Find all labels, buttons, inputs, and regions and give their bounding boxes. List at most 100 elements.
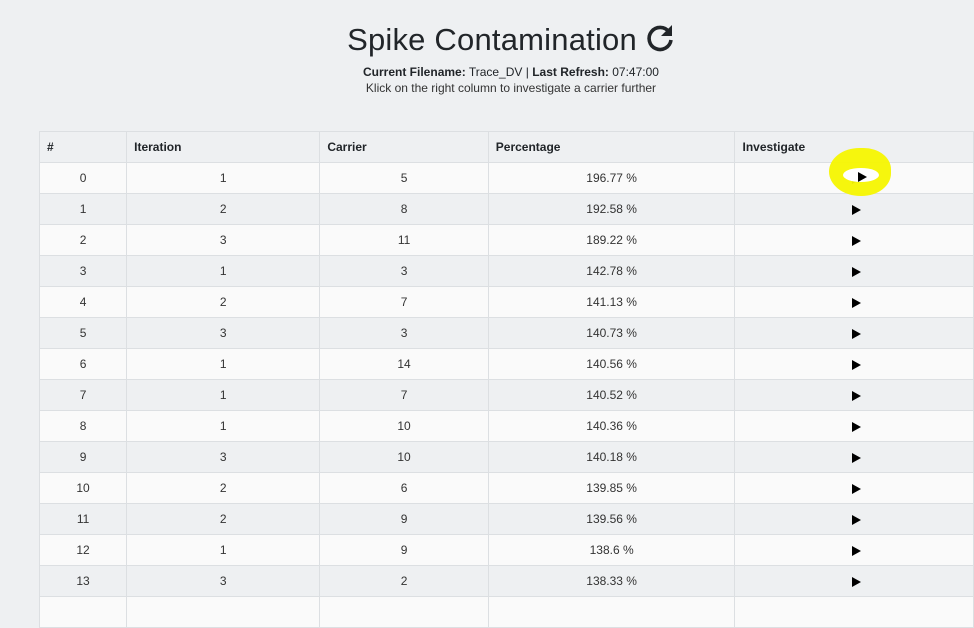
cell-iteration: 1 bbox=[126, 255, 321, 287]
cell-percentage: 141.13 % bbox=[487, 286, 736, 318]
investigate-hint: Klick on the right column to investigate… bbox=[365, 81, 657, 95]
play-icon[interactable] bbox=[852, 421, 862, 432]
play-icon[interactable] bbox=[852, 545, 862, 556]
cell-investigate[interactable] bbox=[734, 348, 974, 380]
cell-iteration: 1 bbox=[126, 379, 321, 411]
table-row: 4 2 7 141.13 % bbox=[38, 286, 974, 318]
cell-iteration: 2 bbox=[126, 286, 321, 318]
last-refresh-label: Last Refresh: bbox=[532, 65, 609, 79]
cell-iteration: 1 bbox=[126, 162, 321, 194]
cell-index: 13 bbox=[38, 565, 128, 597]
cell-index: 6 bbox=[38, 348, 128, 380]
cell-investigate[interactable] bbox=[734, 472, 974, 504]
cell-investigate[interactable] bbox=[734, 317, 974, 349]
column-header-iteration: Iteration bbox=[126, 131, 321, 163]
table-row: 1 2 8 192.58 % bbox=[38, 193, 974, 225]
table-row bbox=[38, 596, 974, 628]
cell-percentage: 192.58 % bbox=[487, 193, 736, 225]
file-meta: Current Filename: Trace_DV | Last Refres… bbox=[0, 64, 974, 80]
cell-carrier: 2 bbox=[319, 565, 489, 597]
cell-investigate[interactable] bbox=[734, 596, 974, 628]
cell-percentage: 140.56 % bbox=[487, 348, 736, 380]
cell-iteration: 3 bbox=[126, 565, 321, 597]
table-row: 5 3 3 140.73 % bbox=[38, 317, 974, 349]
play-icon[interactable] bbox=[852, 297, 862, 308]
meta-separator: | bbox=[525, 65, 529, 79]
cell-index: 8 bbox=[38, 410, 128, 442]
play-icon[interactable] bbox=[852, 204, 862, 215]
cell-carrier: 10 bbox=[319, 441, 489, 473]
cell-carrier: 9 bbox=[319, 503, 489, 535]
cell-iteration bbox=[126, 596, 321, 628]
play-icon[interactable] bbox=[852, 173, 862, 184]
cell-percentage: 138.33 % bbox=[487, 565, 736, 597]
cell-percentage: 140.73 % bbox=[487, 317, 736, 349]
cell-investigate[interactable] bbox=[734, 193, 974, 225]
play-icon[interactable] bbox=[852, 359, 862, 370]
cell-percentage: 139.85 % bbox=[487, 472, 736, 504]
cell-carrier: 10 bbox=[319, 410, 489, 442]
cell-investigate[interactable] bbox=[734, 162, 974, 194]
play-icon[interactable] bbox=[852, 266, 862, 277]
cell-index bbox=[38, 596, 128, 628]
cell-iteration: 1 bbox=[126, 410, 321, 442]
cell-percentage: 140.18 % bbox=[487, 441, 736, 473]
column-header-investigate: Investigate bbox=[734, 131, 974, 163]
cell-investigate[interactable] bbox=[734, 410, 974, 442]
column-header-carrier: Carrier bbox=[319, 131, 489, 163]
cell-investigate[interactable] bbox=[734, 565, 974, 597]
cell-index: 0 bbox=[38, 162, 128, 194]
table-row: 9 3 10 140.18 % bbox=[38, 441, 974, 473]
play-icon[interactable] bbox=[852, 514, 862, 525]
cell-investigate[interactable] bbox=[734, 286, 974, 318]
cell-carrier bbox=[319, 596, 489, 628]
cell-investigate[interactable] bbox=[734, 441, 974, 473]
table-row: 12 1 9 138.6 % bbox=[38, 534, 974, 566]
play-icon[interactable] bbox=[852, 483, 862, 494]
cell-investigate[interactable] bbox=[734, 503, 974, 535]
cell-percentage: 139.56 % bbox=[487, 503, 736, 535]
last-refresh-value: 07:47:00 bbox=[612, 65, 659, 79]
cell-index: 4 bbox=[38, 286, 128, 318]
cell-index: 12 bbox=[38, 534, 128, 566]
table-row: 0 1 5 196.77 % bbox=[38, 162, 974, 194]
cell-percentage bbox=[487, 596, 736, 628]
table-row: 8 1 10 140.36 % bbox=[38, 410, 974, 442]
table-row: 13 3 2 138.33 % bbox=[38, 565, 974, 597]
table-row: 11 2 9 139.56 % bbox=[38, 503, 974, 535]
cell-index: 5 bbox=[38, 317, 128, 349]
play-icon[interactable] bbox=[852, 235, 862, 246]
cell-investigate[interactable] bbox=[734, 534, 974, 566]
refresh-icon[interactable] bbox=[645, 23, 675, 53]
filename-value: Trace_DV bbox=[468, 65, 523, 79]
column-header-index: # bbox=[38, 131, 128, 163]
table-body: 0 1 5 196.77 % 1 2 8 192.58 % 2 3 11 189.22 % 3 1 3 142… bbox=[38, 162, 974, 628]
cell-carrier: 7 bbox=[319, 379, 489, 411]
cell-investigate[interactable] bbox=[734, 255, 974, 287]
table-row: 2 3 11 189.22 % bbox=[38, 224, 974, 256]
cell-carrier: 3 bbox=[319, 255, 489, 287]
title-row: Spike Contamination bbox=[0, 18, 974, 62]
play-icon[interactable] bbox=[852, 452, 862, 463]
cell-iteration: 1 bbox=[126, 534, 321, 566]
cell-index: 11 bbox=[38, 503, 128, 535]
play-icon[interactable] bbox=[852, 390, 862, 401]
cell-iteration: 2 bbox=[126, 472, 321, 504]
cell-iteration: 1 bbox=[126, 348, 321, 380]
play-icon[interactable] bbox=[852, 328, 862, 339]
cell-carrier: 8 bbox=[319, 193, 489, 225]
contamination-table: # Iteration Carrier Percentage Investiga… bbox=[38, 131, 974, 628]
filename-label: Current Filename: bbox=[363, 65, 466, 79]
cell-iteration: 3 bbox=[126, 224, 321, 256]
cell-percentage: 140.52 % bbox=[487, 379, 736, 411]
cell-index: 7 bbox=[38, 379, 128, 411]
cell-carrier: 11 bbox=[319, 224, 489, 256]
cell-investigate[interactable] bbox=[734, 379, 974, 411]
cell-iteration: 3 bbox=[126, 317, 321, 349]
page-header: Spike Contamination Current Filename: Tr… bbox=[0, 0, 974, 96]
column-header-percentage: Percentage bbox=[487, 131, 736, 163]
cell-iteration: 2 bbox=[126, 193, 321, 225]
contamination-table-container: # Iteration Carrier Percentage Investiga… bbox=[38, 131, 974, 628]
play-icon[interactable] bbox=[852, 576, 862, 587]
cell-investigate[interactable] bbox=[734, 224, 974, 256]
